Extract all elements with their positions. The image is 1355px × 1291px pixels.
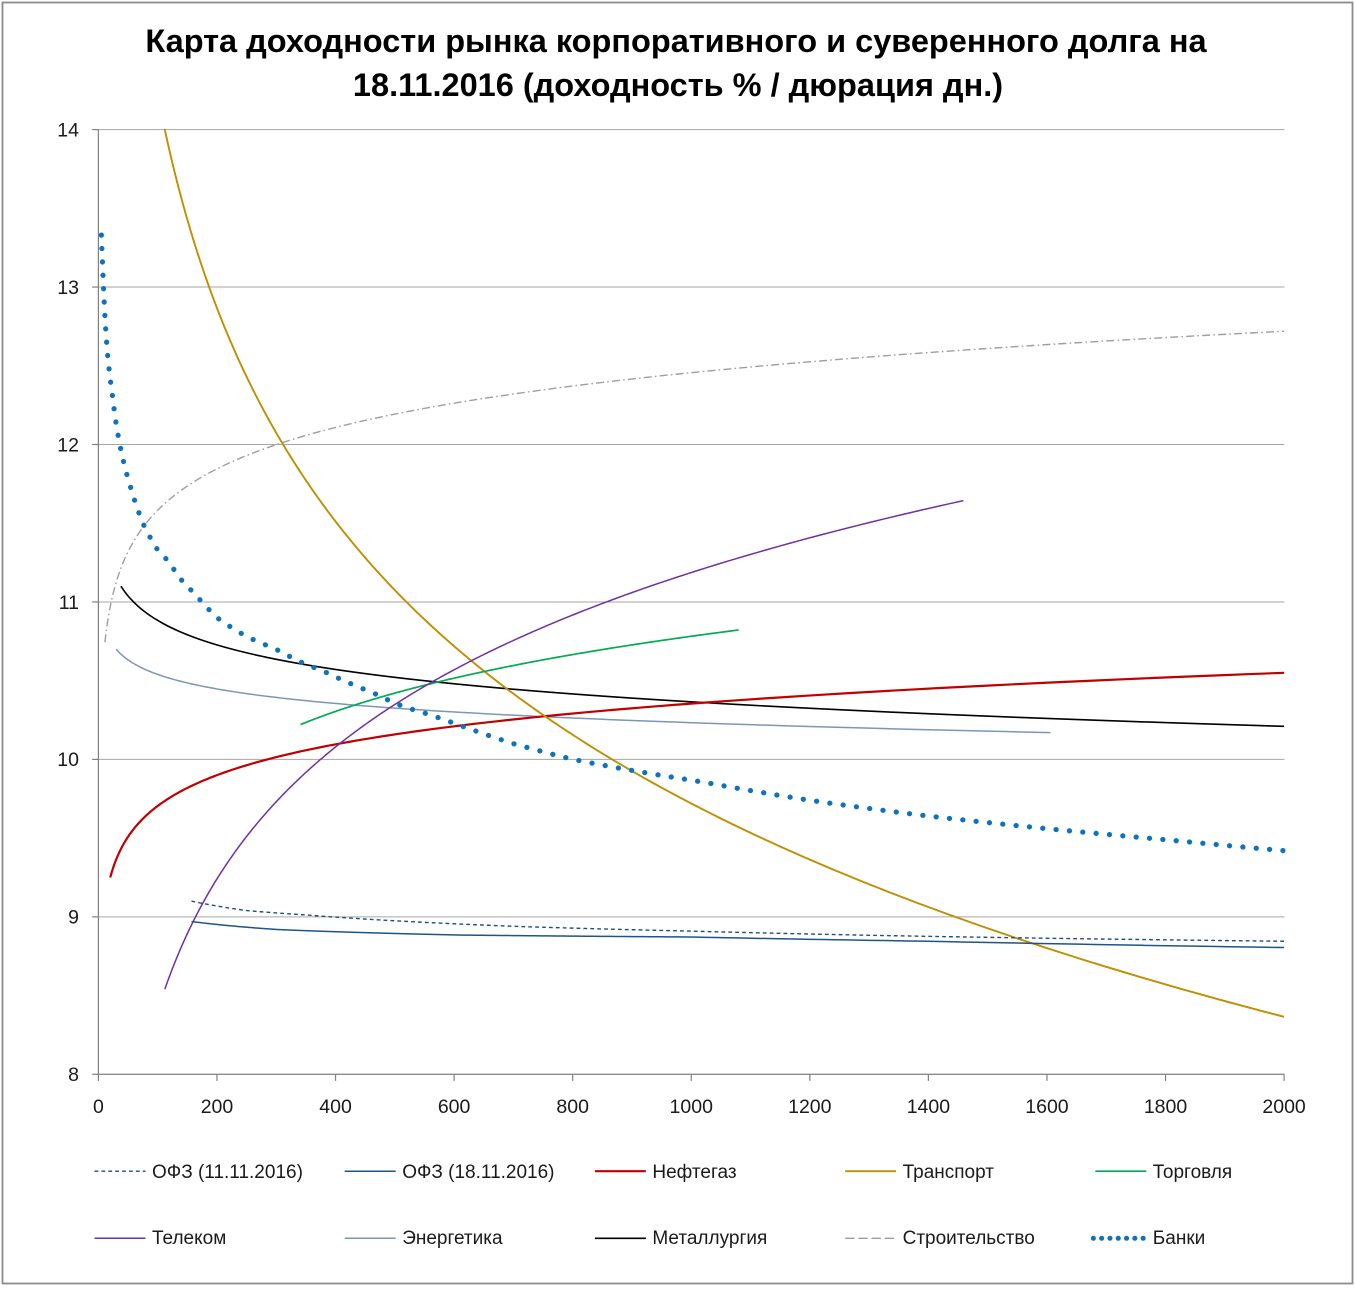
svg-text:Торговля: Торговля: [1153, 1162, 1232, 1183]
svg-text:Нефтегаз: Нефтегаз: [652, 1162, 736, 1183]
svg-text:Карта доходности рынка корпора: Карта доходности рынка корпоративного и …: [145, 23, 1207, 59]
svg-text:1800: 1800: [1144, 1096, 1188, 1118]
svg-text:Энергетика: Энергетика: [402, 1228, 503, 1249]
svg-text:14: 14: [57, 119, 79, 141]
svg-text:800: 800: [556, 1096, 589, 1118]
svg-text:Строительство: Строительство: [903, 1228, 1035, 1249]
svg-text:11: 11: [59, 592, 79, 614]
svg-text:2000: 2000: [1262, 1096, 1306, 1118]
svg-text:1000: 1000: [670, 1096, 714, 1118]
svg-text:Транспорт: Транспорт: [903, 1162, 995, 1183]
svg-text:400: 400: [319, 1096, 352, 1118]
svg-text:ОФЗ (11.11.2016): ОФЗ (11.11.2016): [152, 1162, 303, 1183]
svg-text:Банки: Банки: [1153, 1228, 1205, 1249]
svg-text:18.11.2016 (доходность % / дюр: 18.11.2016 (доходность % / дюрация дн.): [353, 67, 1003, 103]
svg-text:12: 12: [57, 434, 79, 456]
svg-text:600: 600: [438, 1096, 471, 1118]
svg-text:Металлургия: Металлургия: [652, 1228, 767, 1249]
svg-text:8: 8: [68, 1064, 79, 1086]
svg-text:1400: 1400: [907, 1096, 951, 1118]
svg-text:1200: 1200: [788, 1096, 832, 1118]
svg-text:200: 200: [201, 1096, 234, 1118]
svg-text:10: 10: [57, 749, 79, 771]
svg-text:13: 13: [57, 277, 79, 299]
svg-text:0: 0: [93, 1096, 104, 1118]
svg-text:1600: 1600: [1025, 1096, 1069, 1118]
svg-text:ОФЗ (18.11.2016): ОФЗ (18.11.2016): [402, 1162, 554, 1183]
svg-text:Телеком: Телеком: [152, 1228, 226, 1249]
svg-text:9: 9: [68, 907, 79, 929]
